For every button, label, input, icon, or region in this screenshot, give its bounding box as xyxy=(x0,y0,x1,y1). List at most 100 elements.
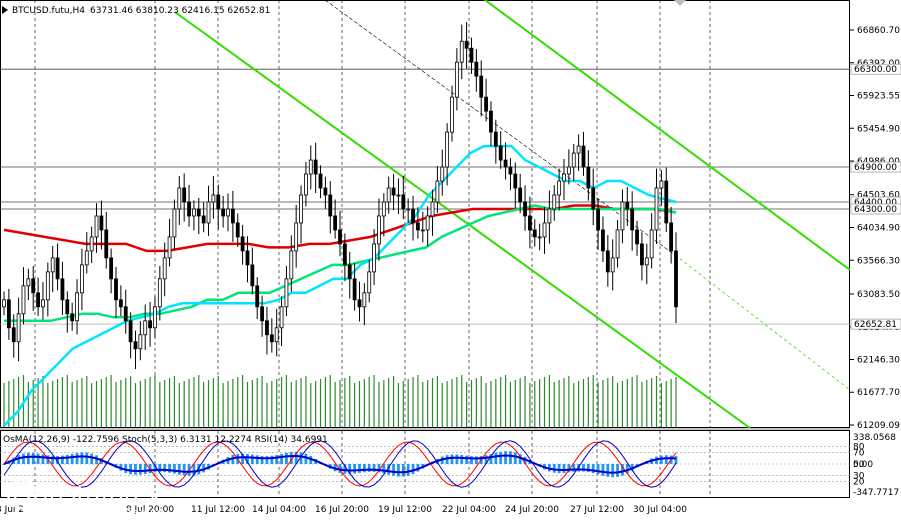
stoch-main-line xyxy=(3,440,677,488)
osma-bar xyxy=(625,464,629,474)
instaforex-watermark: instaforex Instant Forex Trading xyxy=(6,478,164,519)
logo-icon xyxy=(6,478,38,510)
osma-bar xyxy=(56,455,59,464)
candle-body xyxy=(440,166,445,182)
osma-bar xyxy=(299,452,303,464)
osma-bar xyxy=(168,464,171,473)
candle-body xyxy=(377,215,381,245)
osma-bar xyxy=(65,454,69,464)
osma-bar xyxy=(22,453,25,464)
osma-bar xyxy=(392,464,395,476)
osma-bar xyxy=(382,464,386,474)
indicator-tick-label: 70 xyxy=(853,448,865,458)
osma-bar xyxy=(582,464,585,472)
candle-body xyxy=(459,40,464,63)
candle-body xyxy=(571,152,576,168)
candle-body xyxy=(576,145,581,154)
price-tick-label: 61209.09 xyxy=(857,421,900,431)
osma-bar xyxy=(163,464,167,473)
candle-body xyxy=(352,278,357,301)
candle-body xyxy=(635,229,639,245)
candle-body xyxy=(216,194,221,210)
candle-body xyxy=(196,208,201,217)
candle-body xyxy=(328,194,333,217)
candle-body xyxy=(157,278,162,308)
main-plot-area xyxy=(0,0,850,428)
ohlc-label: 63731.46 63810.23 62416.15 62652.81 xyxy=(90,6,270,16)
candle-body xyxy=(11,327,16,343)
candle-body xyxy=(177,187,182,210)
osma-bar xyxy=(367,464,371,472)
candle-body xyxy=(148,320,152,329)
osma-bar xyxy=(36,453,40,464)
candle-body xyxy=(381,201,386,217)
oscillators xyxy=(0,440,850,488)
candle-body xyxy=(133,341,138,350)
level-box xyxy=(850,203,901,215)
candle-body xyxy=(299,194,303,224)
candle-body xyxy=(372,243,376,273)
price-axis: 66860.7066392.0065923.5565454.9064986.00… xyxy=(850,26,901,498)
osma-bar xyxy=(611,464,615,478)
osma-bar xyxy=(591,464,595,474)
osma-bar xyxy=(182,464,186,476)
candle-body xyxy=(342,243,347,266)
osma-bar xyxy=(138,464,142,475)
candle-body xyxy=(153,306,157,329)
osma-bar xyxy=(80,452,84,464)
indicator-tick-label: -347.7717 xyxy=(853,488,899,498)
osma-bar xyxy=(504,451,507,464)
candle-body xyxy=(493,131,498,147)
candle-body xyxy=(245,250,250,266)
candle-body xyxy=(36,292,40,308)
candle-body xyxy=(445,131,450,168)
osma-bar xyxy=(51,455,55,464)
osma-bar xyxy=(246,453,249,464)
osma-bar xyxy=(572,464,576,472)
candle-body xyxy=(435,180,440,203)
candle-body xyxy=(211,194,216,203)
candle-body xyxy=(284,278,289,308)
price-tick-label: 66860.70 xyxy=(857,26,900,36)
osma-bar xyxy=(606,464,610,477)
candle-body xyxy=(318,173,323,189)
price-tick-label: 64503.60 xyxy=(857,191,900,201)
watermark-name: instaforex xyxy=(42,480,162,508)
price-tick-label: 66392.00 xyxy=(857,59,900,69)
chart-header: BTCUSD.futu,H4 63731.46 63810.23 62416.1… xyxy=(2,6,270,16)
osma-bar xyxy=(197,464,201,475)
logo-swirl-icon xyxy=(12,481,32,501)
osma-bar xyxy=(158,464,162,472)
candle-body xyxy=(304,173,308,196)
candle-body xyxy=(562,173,566,182)
osma-bar xyxy=(285,452,288,464)
osma-bar xyxy=(134,464,137,475)
osma-bar xyxy=(148,464,152,474)
candle-body xyxy=(654,187,659,231)
candle-body xyxy=(537,236,542,239)
candle-body xyxy=(503,159,508,168)
osma-bar xyxy=(61,455,64,464)
candle-body xyxy=(167,236,172,259)
candle-body xyxy=(70,313,75,322)
osma-bar xyxy=(275,454,279,464)
channel-projection-line xyxy=(674,254,850,391)
candle-body xyxy=(547,208,552,224)
current-price-label: 62652.81 xyxy=(854,320,897,330)
candle-body xyxy=(26,278,31,287)
candle-body xyxy=(469,47,474,63)
candle-body xyxy=(474,61,479,77)
candle-body xyxy=(630,208,635,231)
level-box xyxy=(850,63,901,75)
level-label: 64400.00 xyxy=(854,198,897,208)
candle-body xyxy=(118,299,123,308)
osma-bar xyxy=(659,455,663,464)
candle-body xyxy=(143,320,148,336)
osma-bar xyxy=(289,451,293,464)
osma-bar xyxy=(265,456,269,464)
candle-body xyxy=(250,264,255,287)
indicator-tick-label: 80 xyxy=(853,443,865,453)
candle-body xyxy=(138,334,143,350)
candle-body xyxy=(104,229,109,259)
osma-bar xyxy=(31,452,35,464)
